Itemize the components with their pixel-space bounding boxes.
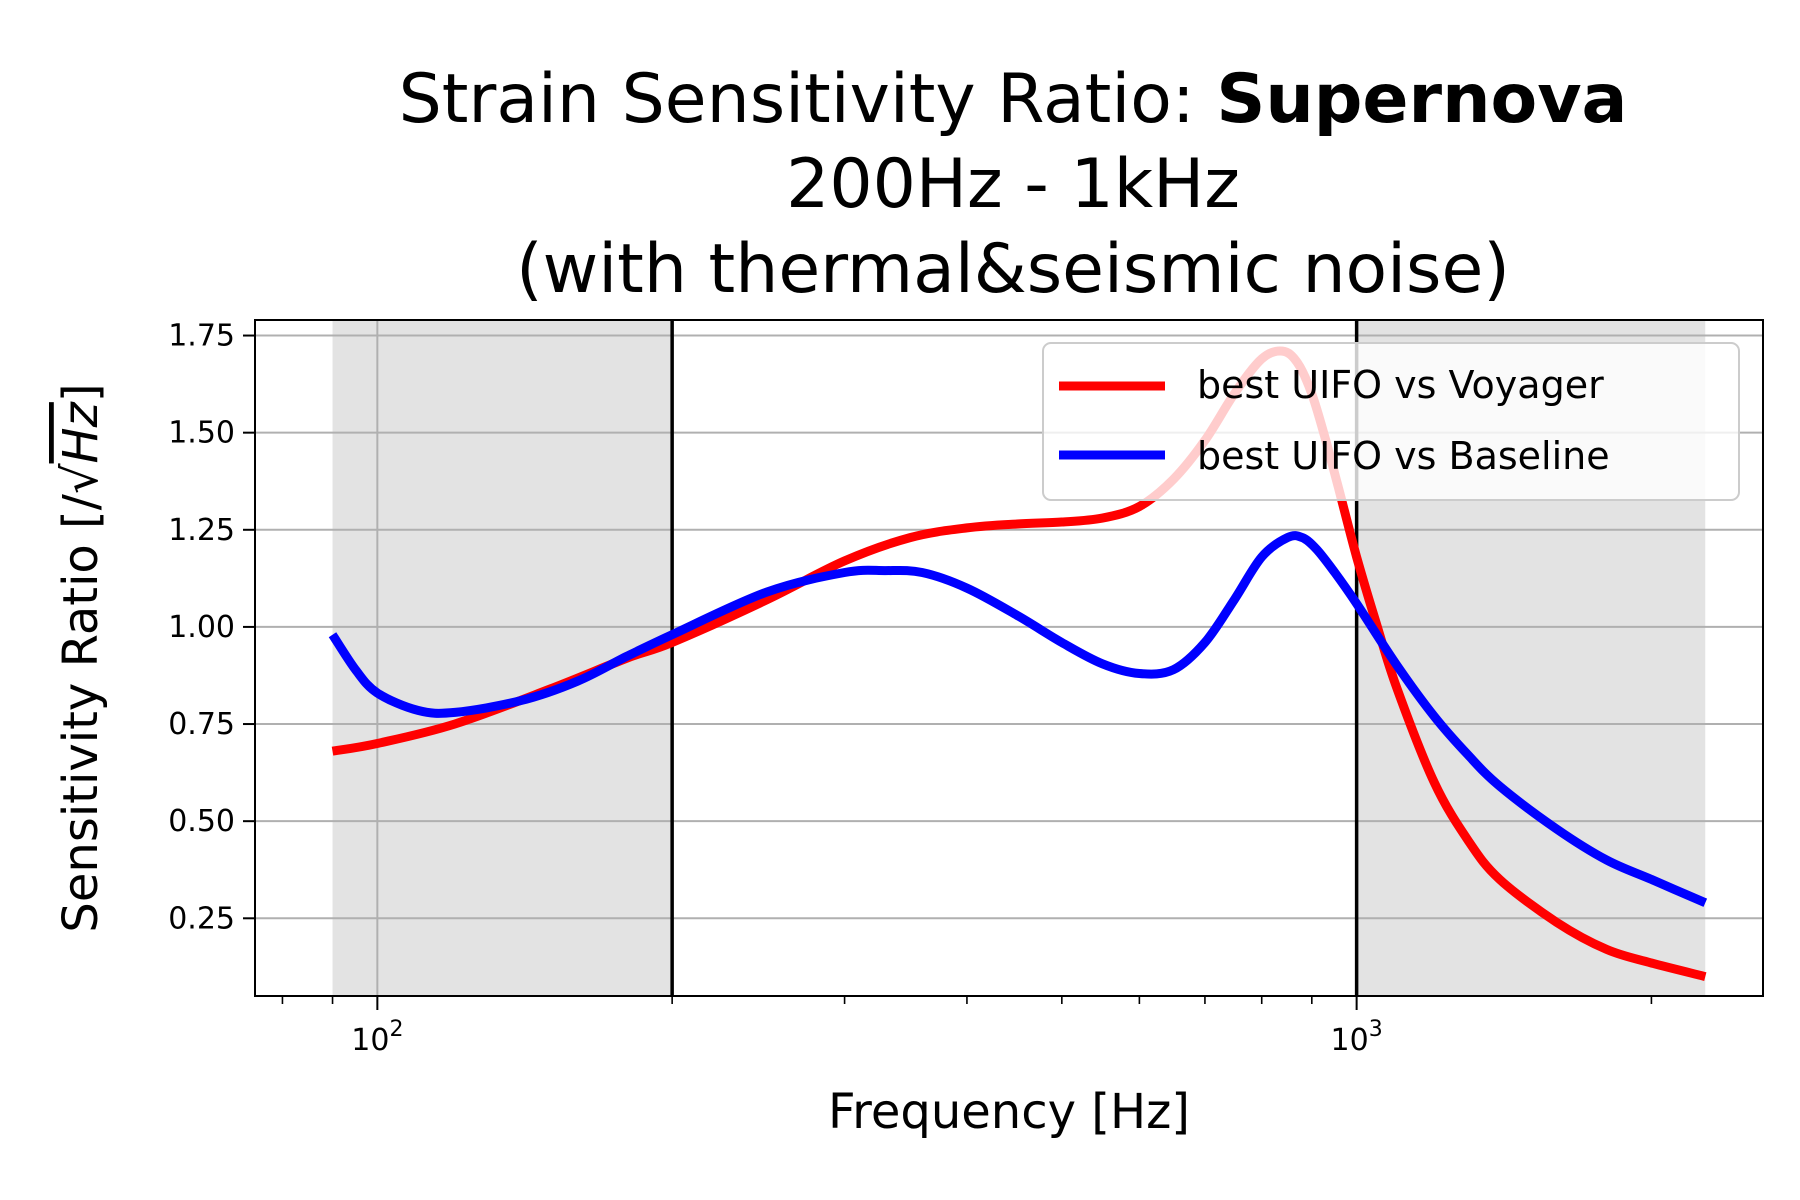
y-tick-label-2: 0.75 [168,707,235,742]
plot-frame [254,319,1764,997]
y-axis-label-radical: √ [53,463,109,494]
y-axis-label-suffix: ] [53,383,109,402]
legend-box [1042,342,1740,501]
x-tick-label-1: 103 [1331,1017,1383,1058]
chart-title-prefix: Strain Sensitivity Ratio: [399,60,1217,139]
y-tick-label-1: 0.50 [168,804,235,839]
y-ticks: 0.25 0.50 0.75 1.00 1.25 1.50 1.75 [168,319,255,936]
legend-label-baseline: best UIFO vs Baseline [1197,434,1610,478]
chart-title-line2: 200Hz - 1kHz [786,145,1240,224]
legend-label-voyager: best UIFO vs Voyager [1197,363,1604,407]
y-tick-label-4: 1.25 [168,513,235,548]
legend: best UIFO vs Voyager best UIFO vs Baseli… [1042,342,1740,501]
y-tick-label-5: 1.50 [168,416,235,451]
y-tick-label-6: 1.75 [168,319,235,354]
x-ticks: 102 103 [281,996,1653,1058]
series-line-baseline [328,531,1708,907]
chart-title-line3: (with thermal&seismic noise) [516,230,1510,309]
y-axis-label-prefix: Sensitivity Ratio [/ [53,493,109,932]
chart-title-bold: Supernova [1216,60,1627,139]
chart-title-line1: Strain Sensitivity Ratio: Supernova [399,60,1628,139]
y-tick-label-0: 0.25 [168,901,235,936]
y-axis-label-radicand: Hz [53,400,109,463]
y-tick-label-3: 1.00 [168,610,235,645]
x-axis-label: Frequency [Hz] [828,1084,1190,1140]
y-axis-label: Sensitivity Ratio [/√Hz] [53,383,109,932]
x-tick-label-0: 102 [351,1017,403,1058]
